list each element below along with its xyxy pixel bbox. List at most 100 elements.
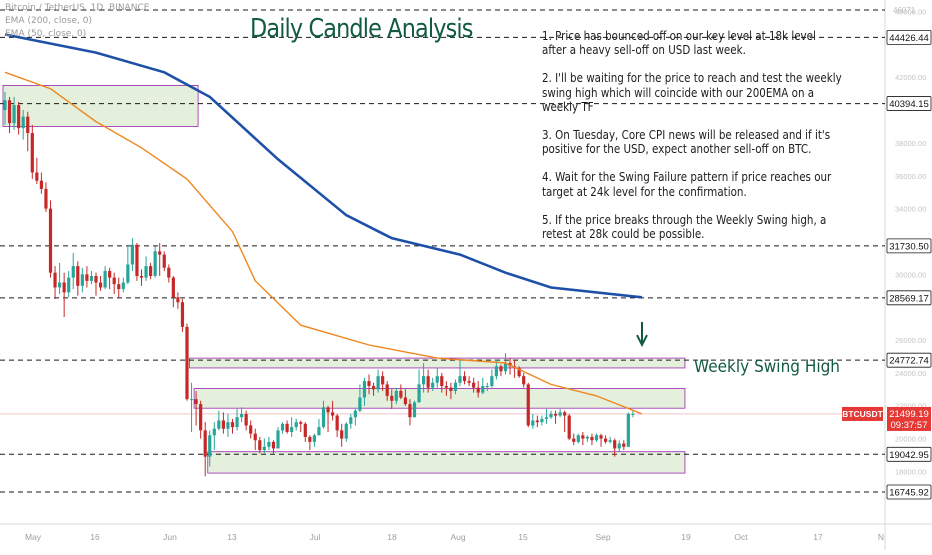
weekly-swing-high-label: Weekly Swing High bbox=[694, 357, 841, 377]
candle-body bbox=[230, 422, 235, 428]
candle-body bbox=[185, 326, 189, 400]
candles bbox=[3, 91, 635, 477]
candle-body bbox=[362, 381, 367, 398]
candle-body bbox=[426, 376, 430, 388]
candle-body bbox=[412, 402, 417, 418]
price-badge-countdown: 09:37:57 bbox=[891, 420, 928, 431]
candle-body bbox=[526, 384, 530, 426]
candle-body bbox=[108, 271, 112, 278]
candle-body bbox=[344, 423, 348, 439]
candle-body bbox=[326, 407, 330, 413]
price-level-label: 31730.50 bbox=[889, 241, 929, 252]
candle-body bbox=[12, 105, 16, 124]
price-level-badge bbox=[886, 352, 932, 368]
candle-body bbox=[7, 100, 12, 124]
x-axis-label: 15 bbox=[518, 532, 528, 542]
candle-body bbox=[299, 422, 303, 424]
candle-body bbox=[30, 133, 34, 173]
candle-body bbox=[558, 412, 562, 416]
candle-body bbox=[453, 382, 458, 391]
price-axis-top-label: 46071 bbox=[893, 6, 916, 15]
candle-body bbox=[458, 376, 462, 383]
candle-body bbox=[403, 397, 407, 405]
y-tick-label: 26000.00 bbox=[895, 336, 926, 345]
candle-body bbox=[194, 399, 198, 405]
candle-body bbox=[3, 100, 7, 111]
candle-body bbox=[585, 436, 589, 439]
candle-body bbox=[240, 413, 244, 418]
y-tick-label: 20000.00 bbox=[895, 435, 926, 444]
y-tick-label: 34000.00 bbox=[895, 205, 926, 214]
candle-body bbox=[21, 116, 25, 129]
y-tick-label: 46000.00 bbox=[895, 7, 926, 16]
candle-body bbox=[167, 267, 171, 278]
candle-body bbox=[599, 435, 603, 439]
candle-body bbox=[130, 244, 134, 265]
price-level-label: 16745.92 bbox=[889, 488, 929, 499]
candle-body bbox=[613, 440, 617, 449]
candle-body bbox=[608, 440, 612, 442]
legend-ema50: EMA (50, close, 0) bbox=[5, 29, 87, 39]
candle-body bbox=[522, 376, 526, 385]
x-axis-label: 19 bbox=[681, 532, 691, 542]
candle-body bbox=[121, 282, 125, 290]
candle-body bbox=[540, 418, 544, 423]
candle-body bbox=[531, 420, 535, 426]
chart-title: Daily Candle Analysis bbox=[250, 14, 473, 44]
analysis-notes: 1. Price has bounced off on our key leve… bbox=[542, 29, 842, 255]
candle-body bbox=[572, 438, 576, 442]
candle-body bbox=[103, 271, 107, 288]
candle-body bbox=[367, 381, 371, 387]
zone-3 bbox=[193, 388, 686, 409]
x-axis-label: Aug bbox=[450, 532, 465, 542]
candle-body bbox=[176, 297, 180, 303]
price-level-badge bbox=[886, 484, 932, 500]
candle-body bbox=[385, 384, 389, 396]
y-tick-label: 42000.00 bbox=[895, 73, 926, 82]
candle-body bbox=[267, 441, 271, 447]
price-levels: 44426.44 40394.15 31730.50 28569.17 24772.74… bbox=[0, 29, 932, 500]
candle-body bbox=[567, 415, 571, 439]
candle-body bbox=[39, 180, 43, 189]
candle-body bbox=[590, 436, 594, 441]
candle-body bbox=[535, 420, 539, 423]
candle-body bbox=[581, 435, 585, 439]
candle-body bbox=[199, 404, 203, 431]
note-4: 4. Wait for the Swing Failure pattern if… bbox=[542, 170, 832, 199]
candle-body bbox=[490, 376, 494, 387]
x-axis-label: 18 bbox=[387, 532, 397, 542]
candle-body bbox=[139, 275, 144, 278]
x-axis-label: Sep bbox=[595, 532, 610, 542]
symbol-badge-label: BTCUSDT bbox=[842, 409, 883, 419]
candle-body bbox=[422, 376, 426, 385]
candle-body bbox=[394, 390, 398, 401]
candle-body bbox=[381, 376, 385, 385]
x-axis-label: Jul bbox=[310, 532, 321, 542]
candle-body bbox=[80, 274, 84, 286]
price-level-badge bbox=[886, 29, 932, 45]
zone-2 bbox=[189, 357, 686, 369]
candle-body bbox=[472, 382, 476, 388]
candle-body bbox=[89, 275, 94, 281]
candle-body bbox=[144, 266, 148, 278]
candle-body bbox=[44, 188, 48, 209]
price-level-label: 40394.15 bbox=[889, 99, 929, 110]
y-tick-label: 30000.00 bbox=[895, 270, 926, 279]
candle-body bbox=[622, 443, 626, 447]
ema200-line bbox=[4, 33, 643, 299]
legend-ema200: EMA (200, close, 0) bbox=[5, 16, 93, 26]
candle-body bbox=[444, 386, 448, 388]
x-axis-label: May bbox=[25, 532, 42, 542]
y-tick-label: 22000.00 bbox=[895, 402, 926, 411]
candle-body bbox=[503, 363, 508, 372]
candle-body bbox=[440, 376, 444, 387]
candle-body bbox=[340, 430, 344, 439]
price-level-badge bbox=[886, 96, 932, 111]
candle-body bbox=[203, 430, 207, 457]
candle-body bbox=[308, 436, 312, 442]
candle-body bbox=[435, 376, 439, 383]
candle-body bbox=[162, 254, 166, 268]
candle-body bbox=[467, 381, 471, 383]
candle-body bbox=[85, 274, 89, 281]
